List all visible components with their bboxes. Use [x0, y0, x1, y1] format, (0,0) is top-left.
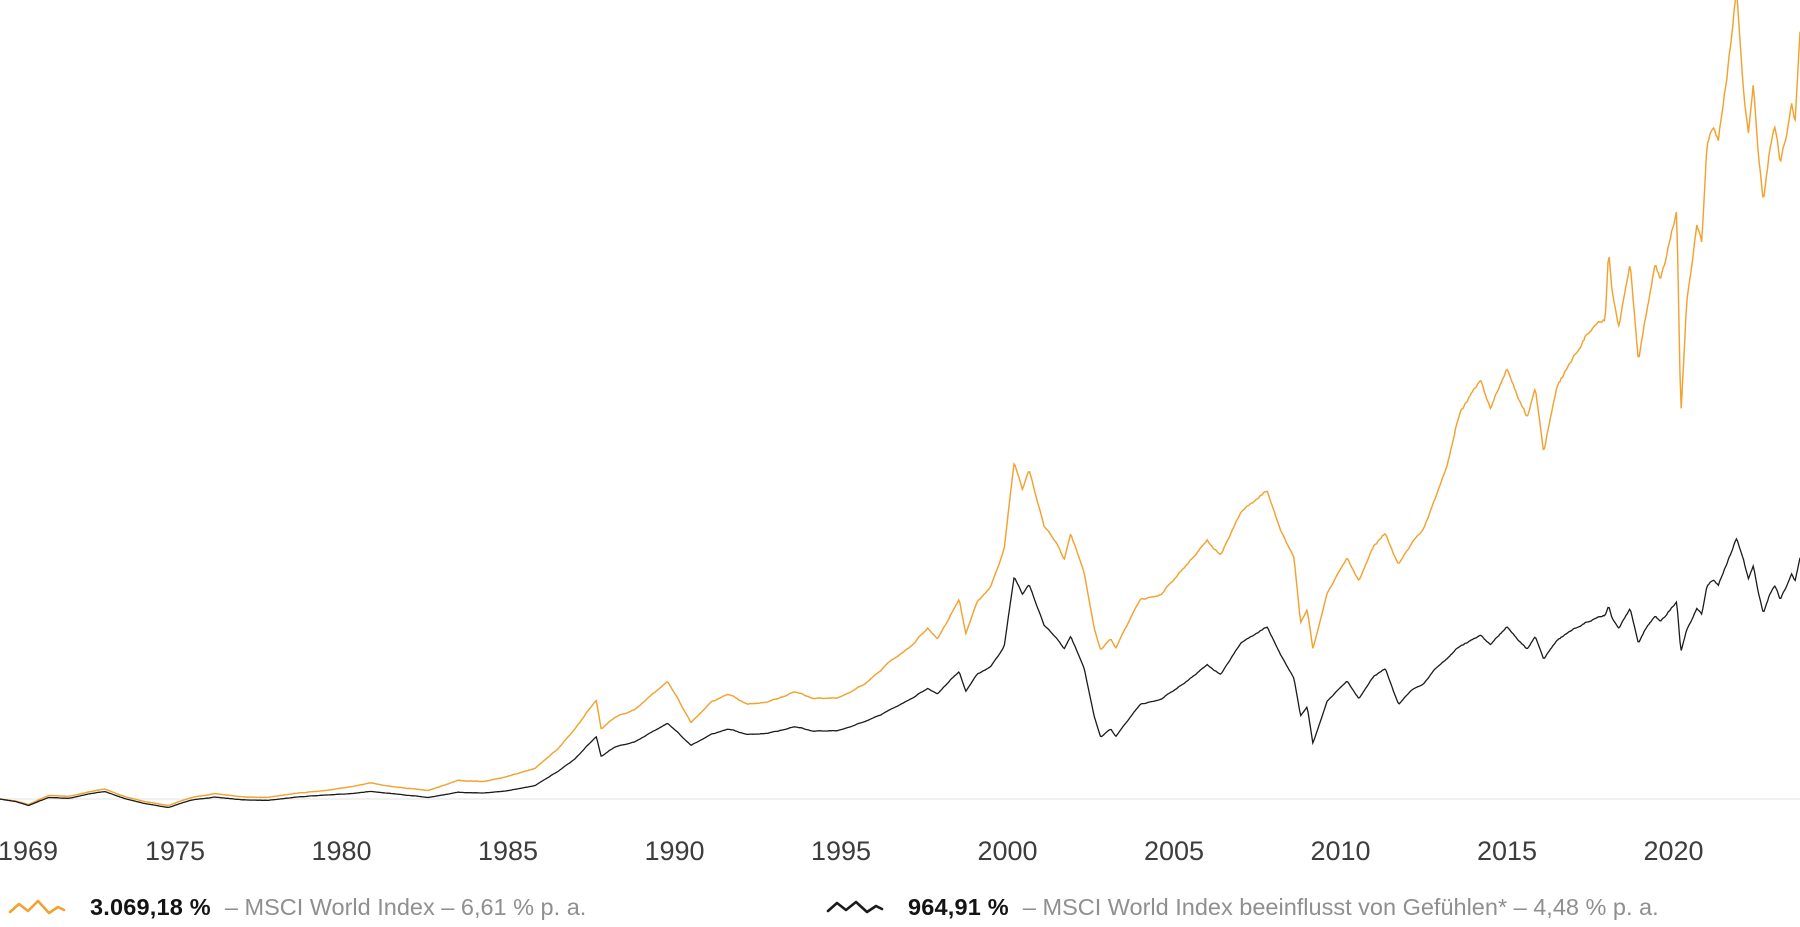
x-tick-label-2020: 2020 [1643, 836, 1703, 866]
x-tick-label-1990: 1990 [644, 836, 704, 866]
x-tick-label-1975: 1975 [145, 836, 205, 866]
x-tick-label-1980: 1980 [311, 836, 371, 866]
x-tick-label-2005: 2005 [1144, 836, 1204, 866]
orange-wavy-line-icon [8, 899, 66, 914]
x-tick-label-2010: 2010 [1310, 836, 1370, 866]
series-lines [0, 0, 1800, 809]
chart-legend: 3.069,18 % – MSCI World Index – 6,61 % p… [0, 888, 1800, 927]
x-tick-label-2000: 2000 [977, 836, 1037, 866]
x-tick-label-1995: 1995 [811, 836, 871, 866]
x-tick-label-2015: 2015 [1477, 836, 1537, 866]
black-wavy-line-icon [826, 900, 884, 913]
legend-value-msci-world-emotions: 964,91 % [908, 894, 1009, 920]
legend-entry-msci-world-emotions: 964,91 % – MSCI World Index beeinflusst … [826, 888, 1659, 927]
x-tick-label-1985: 1985 [478, 836, 538, 866]
legend-description-msci-world-emotions: – MSCI World Index beeinflusst von Gefüh… [1022, 894, 1659, 920]
x-axis: 1969 1975 1980 1985 1990 1995 2000 2005 2010 2015… [0, 836, 1704, 866]
msci-world-emotions-line [0, 537, 1800, 809]
x-tick-label-1969: 1969 [0, 836, 58, 866]
legend-entry-msci-world: 3.069,18 % – MSCI World Index – 6,61 % p… [8, 888, 586, 927]
msci-world-index-line [0, 0, 1800, 807]
legend-description-msci-world: – MSCI World Index – 6,61 % p. a. [224, 894, 587, 920]
legend-value-msci-world: 3.069,18 % [90, 894, 211, 920]
